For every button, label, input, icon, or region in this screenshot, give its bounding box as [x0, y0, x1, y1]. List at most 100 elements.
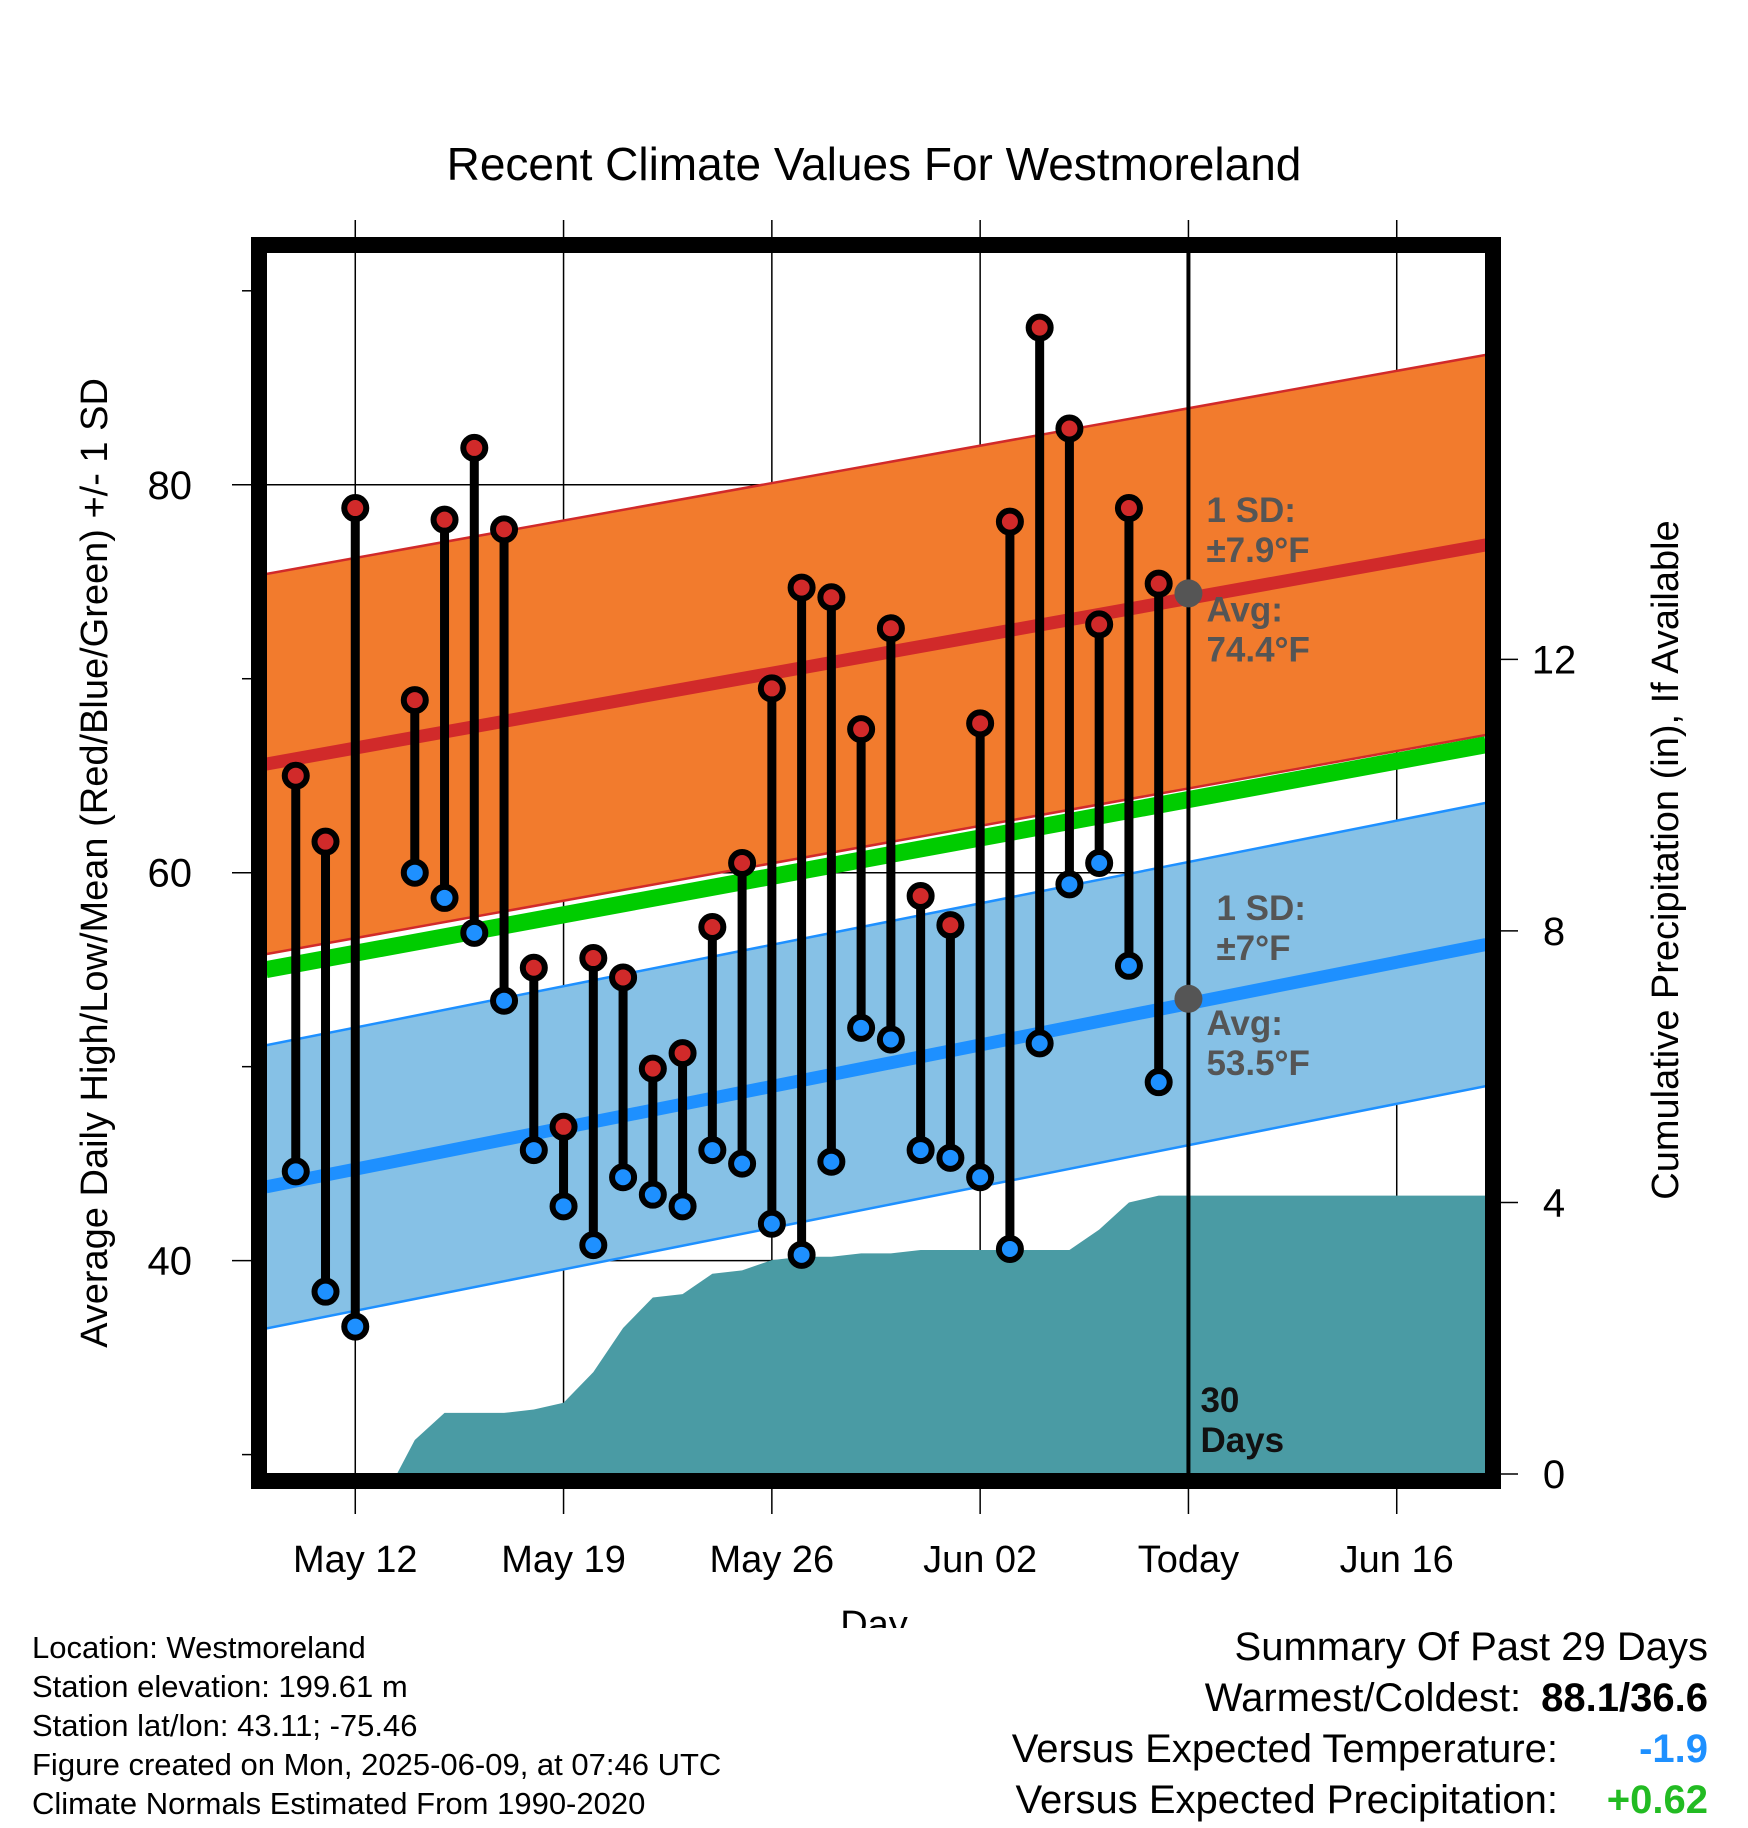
x-tick-label: Jun 16 — [1340, 1539, 1454, 1581]
high-marker — [999, 511, 1021, 533]
low-marker — [612, 1166, 634, 1188]
low-marker — [582, 1234, 604, 1256]
high-marker — [493, 518, 515, 540]
low-marker — [404, 862, 426, 884]
precip-anomaly-value: +0.62 — [1578, 1775, 1708, 1826]
high-marker — [969, 712, 991, 734]
low-marker — [731, 1153, 753, 1175]
warmest-coldest-value: 88.1/36.6 — [1541, 1673, 1708, 1724]
location-text: Location: Westmoreland — [32, 1628, 721, 1667]
y-axis-label-right: Cumulative Precipitation (in), If Availa… — [1645, 520, 1687, 1199]
high-marker — [463, 437, 485, 459]
low-marker — [642, 1184, 664, 1206]
y-axis-label-left: Average Daily High/Low/Mean (Red/Blue/Gr… — [74, 378, 116, 1348]
low-marker — [880, 1029, 902, 1051]
low-marker — [493, 990, 515, 1012]
high-marker — [1058, 418, 1080, 440]
y-tick-label: 60 — [148, 852, 193, 896]
temp-anomaly-label: Versus Expected Temperature: — [1012, 1727, 1558, 1771]
high-marker — [553, 1116, 575, 1138]
warmest-coldest-label: Warmest/Coldest: — [1205, 1676, 1521, 1720]
low-marker — [1088, 852, 1110, 874]
high-sd-annotation: 1 SD: — [1206, 491, 1295, 530]
elevation-text: Station elevation: 199.61 m — [32, 1667, 721, 1706]
low-marker — [463, 922, 485, 944]
high-avg-today-dot — [1174, 579, 1202, 607]
high-marker — [344, 497, 366, 519]
high-marker — [701, 916, 723, 938]
summary-panel: Summary Of Past 29 Days Warmest/Coldest:… — [1012, 1622, 1708, 1826]
high-marker — [285, 765, 307, 787]
low-marker — [285, 1160, 307, 1182]
days-count-label: Days — [1200, 1421, 1284, 1460]
summary-title: Summary Of Past 29 Days — [1012, 1622, 1708, 1673]
temp-anomaly-row: Versus Expected Temperature: -1.9 — [1012, 1724, 1708, 1775]
high-marker — [820, 586, 842, 608]
high-avg-annotation: Avg: — [1206, 590, 1282, 629]
climate-chart: Recent Climate Values For Westmoreland 1… — [0, 0, 1748, 1628]
high-marker — [731, 852, 753, 874]
low-marker — [791, 1244, 813, 1266]
low-sd-annotation: ±7°F — [1216, 929, 1290, 968]
high-marker — [672, 1042, 694, 1064]
x-axis-label: Day — [840, 1604, 908, 1628]
low-marker — [701, 1139, 723, 1161]
high-marker — [612, 966, 634, 988]
high-marker — [582, 947, 604, 969]
x-tick-label: May 19 — [501, 1539, 626, 1581]
low-avg-annotation: Avg: — [1206, 1004, 1282, 1043]
high-marker — [404, 689, 426, 711]
low-marker — [761, 1213, 783, 1235]
high-marker — [1088, 613, 1110, 635]
y-tick-label: 80 — [148, 464, 193, 508]
high-marker — [880, 617, 902, 639]
high-sd-annotation: ±7.9°F — [1206, 531, 1309, 570]
precip-anomaly-label: Versus Expected Precipitation: — [1015, 1778, 1558, 1822]
x-tick-label: Today — [1138, 1539, 1239, 1581]
high-marker — [315, 831, 337, 853]
low-marker — [1118, 955, 1140, 977]
low-marker — [1029, 1032, 1051, 1054]
high-avg-annotation: 74.4°F — [1206, 630, 1310, 669]
high-marker — [791, 577, 813, 599]
low-marker — [969, 1166, 991, 1188]
low-avg-annotation: 53.5°F — [1206, 1044, 1310, 1083]
low-marker — [434, 887, 456, 909]
right-tick-label: 0 — [1543, 1453, 1565, 1497]
high-marker — [434, 509, 456, 531]
right-tick-label: 8 — [1543, 910, 1565, 954]
low-marker — [910, 1139, 932, 1161]
x-tick-label: Jun 02 — [923, 1539, 1037, 1581]
low-marker — [999, 1238, 1021, 1260]
low-marker — [523, 1139, 545, 1161]
warmest-coldest-row: Warmest/Coldest: 88.1/36.6 — [1012, 1673, 1708, 1724]
low-marker — [672, 1195, 694, 1217]
right-tick-label: 4 — [1543, 1181, 1565, 1225]
y-tick-label: 40 — [148, 1240, 193, 1284]
station-info: Location: Westmoreland Station elevation… — [32, 1628, 721, 1823]
high-marker — [910, 885, 932, 907]
low-marker — [1058, 873, 1080, 895]
high-marker — [1118, 497, 1140, 519]
created-text: Figure created on Mon, 2025-06-09, at 07… — [32, 1745, 721, 1784]
chart-title: Recent Climate Values For Westmoreland — [447, 138, 1302, 190]
low-marker — [939, 1147, 961, 1169]
high-marker — [642, 1058, 664, 1080]
x-tick-label: May 12 — [293, 1539, 418, 1581]
low-avg-today-dot — [1174, 985, 1202, 1013]
high-marker — [1029, 317, 1051, 339]
x-tick-label: May 26 — [710, 1539, 835, 1581]
right-tick-label: 12 — [1532, 638, 1577, 682]
low-sd-annotation: 1 SD: — [1216, 889, 1305, 928]
latlon-text: Station lat/lon: 43.11; -75.46 — [32, 1706, 721, 1745]
low-marker — [1148, 1071, 1170, 1093]
low-marker — [315, 1281, 337, 1303]
low-marker — [850, 1017, 872, 1039]
temp-anomaly-value: -1.9 — [1578, 1724, 1708, 1775]
high-marker — [850, 718, 872, 740]
low-marker — [820, 1151, 842, 1173]
low-marker — [344, 1316, 366, 1338]
high-marker — [761, 677, 783, 699]
days-count-label: 30 — [1200, 1381, 1239, 1420]
normals-text: Climate Normals Estimated From 1990-2020 — [32, 1784, 721, 1823]
